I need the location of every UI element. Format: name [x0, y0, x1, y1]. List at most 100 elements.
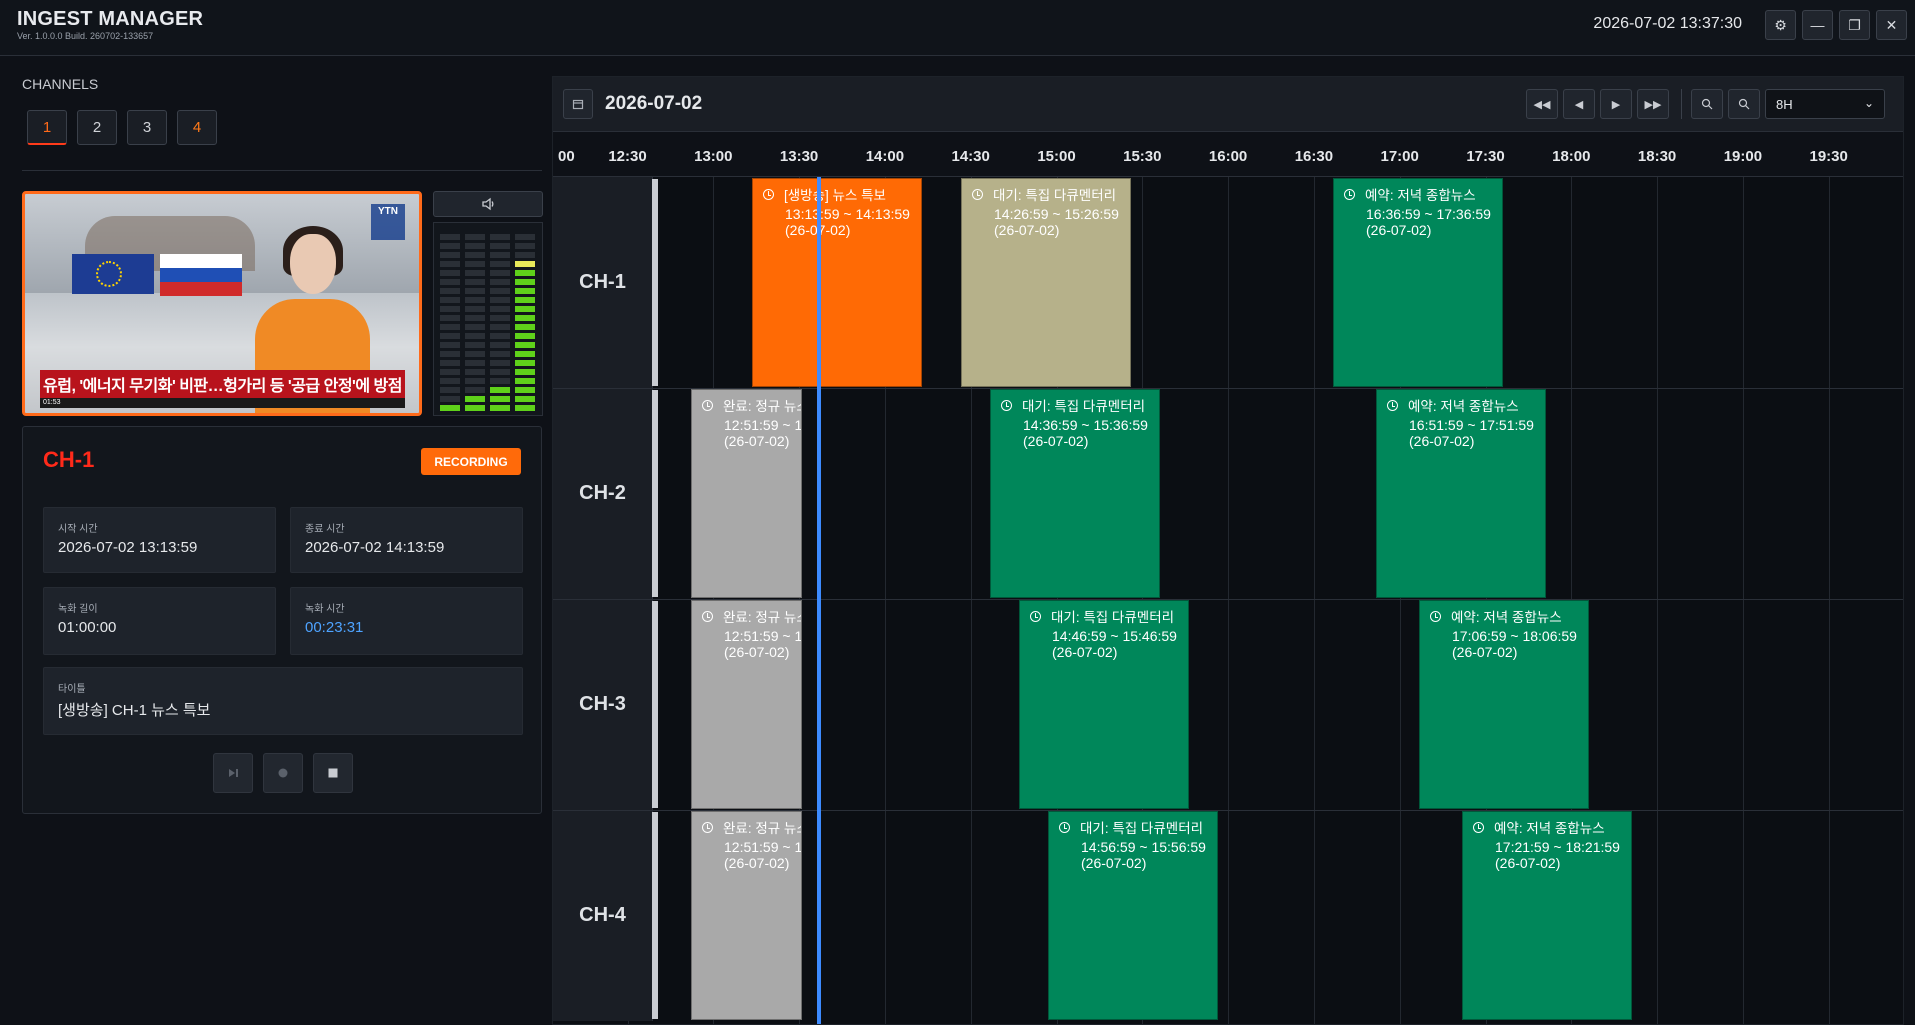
channel-button-2[interactable]: 2: [77, 110, 117, 145]
jump-back-button[interactable]: ◀◀: [1526, 89, 1558, 119]
meter-segment: [515, 351, 535, 357]
meter-segment: [490, 351, 510, 357]
zoom-range-select[interactable]: 8H ⌄: [1765, 89, 1885, 119]
settings-button[interactable]: ⚙: [1765, 10, 1796, 40]
meter-segment: [440, 342, 460, 348]
row-label-ch-4: CH-4: [553, 810, 653, 1021]
system-clock: 2026-07-02 13:37:30: [1593, 15, 1742, 33]
zoom-in-button[interactable]: [1691, 89, 1723, 119]
toolbar-divider: [1681, 89, 1682, 119]
row-label-ch-2: CH-2: [553, 388, 653, 599]
schedule-block[interactable]: 완료: 정규 뉴스 12:51:59 ~ 13 (26-07-02): [691, 811, 802, 1020]
channel-info-panel: CH-1 RECORDING 시작 시간 2026-07-02 13:13:59…: [22, 426, 542, 814]
audio-toggle-button[interactable]: [433, 191, 543, 217]
step-back-button[interactable]: ◀: [1563, 89, 1595, 119]
audio-level-meter: [433, 222, 543, 416]
meter-segment: [490, 279, 510, 285]
elapsed-time-value: 00:23:31: [305, 619, 363, 636]
calendar-button[interactable]: [563, 89, 593, 119]
clock-icon: [702, 611, 713, 622]
meter-segment: [465, 351, 485, 357]
schedule-block-title-text: 완료: 정규 뉴스: [723, 606, 802, 626]
meter-segment: [465, 297, 485, 303]
channel-preview-video[interactable]: YTN 유럽, '에너지 무기화' 비판…헝가리 등 '공급 안정'에 방점 0…: [22, 191, 422, 416]
schedule-block-date: (26-07-02): [1081, 855, 1146, 871]
previous-program-block[interactable]: [652, 812, 658, 1019]
schedule-block-date: (26-07-02): [1452, 644, 1517, 660]
channels-label: CHANNELS: [22, 76, 98, 92]
minimize-icon: —: [1811, 17, 1825, 33]
time-tick-label: 19:00: [1724, 148, 1762, 165]
schedule-block-title: 대기: 특집 다큐멘터리: [1001, 395, 1145, 415]
end-time-value: 2026-07-02 14:13:59: [305, 539, 444, 556]
timeline-toolbar: 2026-07-02 ◀◀ ◀ ▶ ▶▶ 8H ⌄: [553, 77, 1903, 132]
elapsed-time-field: 녹화 시간 00:23:31: [290, 587, 523, 655]
schedule-block-title: 대기: 특집 다큐멘터리: [1059, 817, 1203, 837]
restore-button[interactable]: ❐: [1839, 10, 1870, 40]
recording-status-badge: RECORDING: [421, 448, 521, 475]
time-tick-label: 16:00: [1209, 148, 1247, 165]
schedule-block-time: 14:46:59 ~ 15:46:59: [1052, 628, 1177, 644]
clock-icon: [1030, 611, 1041, 622]
clock-icon: [972, 189, 983, 200]
time-tick-label: 15:30: [1123, 148, 1161, 165]
schedule-block[interactable]: 예약: 저녁 종합뉴스 17:21:59 ~ 18:21:59 (26-07-02): [1462, 811, 1632, 1020]
meter-segment: [440, 324, 460, 330]
meter-segment: [465, 378, 485, 384]
schedule-block[interactable]: 대기: 특집 다큐멘터리 14:36:59 ~ 15:36:59 (26-07-02…: [990, 389, 1160, 598]
gear-icon: ⚙: [1774, 17, 1787, 34]
skip-button[interactable]: [213, 753, 253, 793]
meter-segment: [465, 243, 485, 249]
previous-program-block[interactable]: [652, 601, 658, 808]
schedule-block[interactable]: 예약: 저녁 종합뉴스 16:36:59 ~ 17:36:59 (26-07-02): [1333, 178, 1503, 387]
schedule-block[interactable]: 예약: 저녁 종합뉴스 17:06:59 ~ 18:06:59 (26-07-02): [1419, 600, 1589, 809]
schedule-block[interactable]: 대기: 특집 다큐멘터리 14:56:59 ~ 15:56:59 (26-07-02…: [1048, 811, 1218, 1020]
stop-button[interactable]: [313, 753, 353, 793]
grid-line: [1228, 177, 1229, 1025]
timeline-date: 2026-07-02: [605, 93, 702, 115]
schedule-block-time: 14:56:59 ~ 15:56:59: [1081, 839, 1206, 855]
previous-program-block[interactable]: [652, 179, 658, 386]
meter-segment: [465, 261, 485, 267]
schedule-block-title-text: 대기: 특집 다큐멘터리: [1051, 606, 1174, 626]
time-tick-label: 17:00: [1381, 148, 1419, 165]
channel-button-3[interactable]: 3: [127, 110, 167, 145]
channel-button-1[interactable]: 1: [27, 110, 67, 145]
schedule-block[interactable]: 완료: 정규 뉴스 12:51:59 ~ 13 (26-07-02): [691, 600, 802, 809]
meter-segment: [515, 387, 535, 393]
news-caption: 유럽, '에너지 무기화' 비판…헝가리 등 '공급 안정'에 방점: [40, 370, 405, 398]
time-tick-label: 14:00: [866, 148, 904, 165]
meter-segment: [440, 351, 460, 357]
broadcaster-logo: YTN: [371, 204, 405, 240]
clock-icon: [1344, 189, 1355, 200]
schedule-block[interactable]: 대기: 특집 다큐멘터리 14:26:59 ~ 15:26:59 (26-07-02…: [961, 178, 1131, 387]
schedule-block[interactable]: 대기: 특집 다큐멘터리 14:46:59 ~ 15:46:59 (26-07-02…: [1019, 600, 1189, 809]
meter-segment: [440, 261, 460, 267]
previous-program-block[interactable]: [652, 390, 658, 597]
grid-line: [1743, 177, 1744, 1025]
skip-icon: [227, 767, 239, 779]
meter-segment: [465, 333, 485, 339]
minimize-button[interactable]: —: [1802, 10, 1833, 40]
record-button[interactable]: [263, 753, 303, 793]
schedule-block-title: 예약: 저녁 종합뉴스: [1473, 817, 1605, 837]
jump-forward-button[interactable]: ▶▶: [1637, 89, 1669, 119]
schedule-block-date: (26-07-02): [1366, 222, 1431, 238]
meter-segment: [440, 297, 460, 303]
schedule-block[interactable]: 예약: 저녁 종합뉴스 16:51:59 ~ 17:51:59 (26-07-02): [1376, 389, 1546, 598]
meter-segment: [465, 324, 485, 330]
channel-button-4[interactable]: 4: [177, 110, 217, 145]
divider: [22, 170, 542, 171]
speaker-icon: [481, 197, 495, 211]
meter-segment: [490, 315, 510, 321]
meter-segment: [490, 234, 510, 240]
meter-segment: [515, 234, 535, 240]
step-forward-button[interactable]: ▶: [1600, 89, 1632, 119]
time-tick-label: 19:30: [1810, 148, 1848, 165]
close-button[interactable]: ✕: [1876, 10, 1907, 40]
meter-segment: [465, 252, 485, 258]
schedule-block[interactable]: 완료: 정규 뉴스 12:51:59 ~ 13 (26-07-02): [691, 389, 802, 598]
schedule-block-title: 예약: 저녁 종합뉴스: [1344, 184, 1476, 204]
zoom-out-button[interactable]: [1728, 89, 1760, 119]
